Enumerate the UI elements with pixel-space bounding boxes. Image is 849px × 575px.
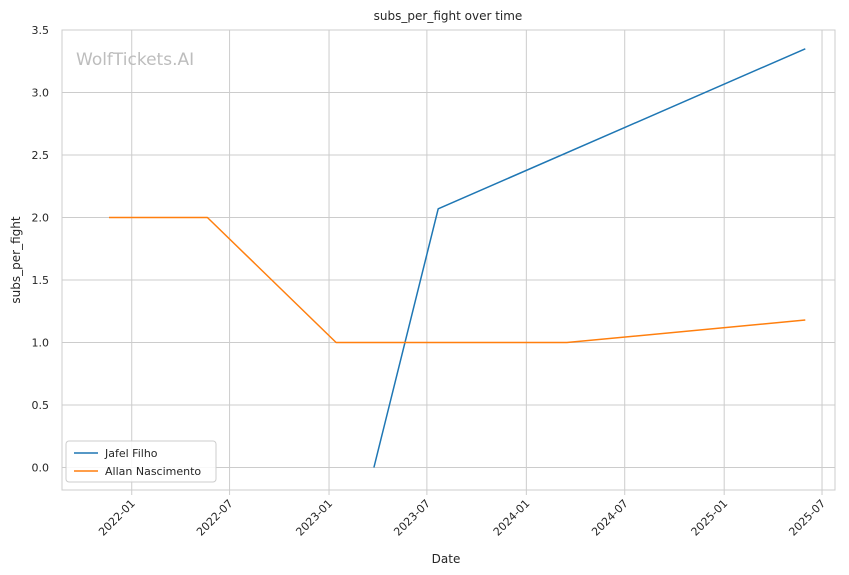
y-tick-label: 3.5 [32,24,50,37]
y-tick-label: 1.5 [32,274,50,287]
legend-label: Jafel Filho [104,447,158,460]
y-axis-label: subs_per_fight [9,216,23,303]
y-tick-label: 0.5 [32,399,50,412]
x-axis-label: Date [432,552,461,566]
series-line-2 [109,216,806,344]
plot-area-frame [61,29,836,491]
x-tick-label: 2022-07 [194,497,236,539]
series-line-1 [373,48,806,468]
legend: Jafel Filho Allan Nascimento [65,440,217,483]
grid-lines [62,29,835,495]
x-tick-label: 2025-07 [786,497,828,539]
x-tick-label: 2023-01 [293,497,335,539]
y-tick-label: 1.0 [32,337,50,350]
x-tick-label: 2025-01 [689,497,731,539]
x-tick-label: 2024-01 [491,497,533,539]
x-tick-label: 2024-07 [589,497,631,539]
series-layer [109,48,806,468]
legend-box [65,440,217,483]
y-tick-label: 3.0 [32,87,50,100]
x-tick-label: 2023-07 [391,497,433,539]
x-tick-label: 2022-01 [96,497,138,539]
legend-label: Allan Nascimento [105,465,201,478]
y-tick-label: 2.0 [32,212,50,225]
watermark: WolfTickets.AI [76,50,194,70]
y-tick-label: 2.5 [32,149,50,162]
y-tick-label: 0.0 [32,462,50,475]
chart-title: subs_per_fight over time [374,9,523,23]
